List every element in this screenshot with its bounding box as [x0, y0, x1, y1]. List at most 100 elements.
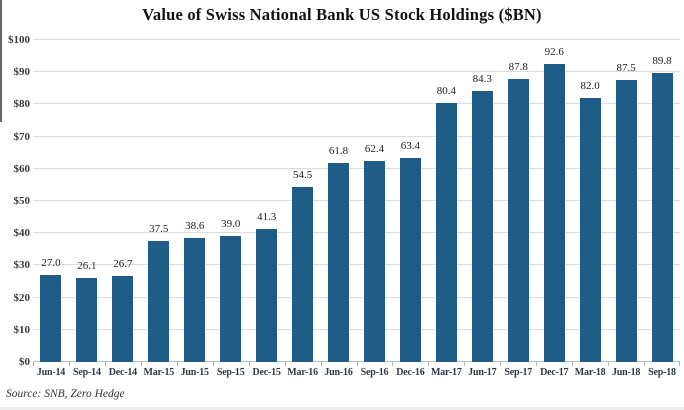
bar-group: 26.1 — [69, 40, 105, 362]
left-edge-artifact — [0, 0, 2, 122]
bottom-edge-artifact — [0, 407, 684, 410]
bar-value-label: 38.6 — [185, 219, 205, 232]
bar — [40, 275, 62, 362]
x-tick-label: Dec-15 — [252, 367, 281, 378]
bar-value-label: 82.0 — [580, 79, 600, 92]
gridline — [33, 296, 680, 298]
bar — [507, 79, 529, 362]
bar-group: 80.4 — [428, 40, 464, 362]
bar — [76, 277, 98, 362]
bar-value-label: 80.4 — [436, 85, 456, 98]
bar — [220, 236, 242, 362]
x-axis-tick — [356, 362, 358, 366]
bar-group: 54.5 — [285, 40, 321, 362]
bar-group: 87.5 — [608, 40, 644, 362]
x-axis-tick — [212, 362, 214, 366]
x-axis-tick — [500, 362, 502, 366]
bar — [112, 276, 134, 362]
gridline — [33, 71, 680, 73]
bar — [328, 163, 350, 362]
bar-value-label: 27.0 — [41, 257, 61, 270]
gridline — [33, 103, 680, 105]
x-axis-tick — [33, 362, 34, 366]
source-note: Source: SNB, Zero Hedge — [6, 388, 125, 400]
y-tick-label: $30 — [13, 259, 31, 272]
x-tick-label: Jun-15 — [180, 367, 209, 378]
bar-value-label: 87.8 — [508, 61, 528, 74]
y-tick-label: $40 — [13, 227, 31, 240]
bar — [363, 161, 385, 362]
y-tick-label: $20 — [13, 291, 31, 304]
bar-value-label: 87.5 — [616, 62, 636, 75]
y-tick-label: $70 — [13, 130, 31, 143]
x-tick-label: Sep-18 — [648, 367, 676, 378]
x-tick-label: Sep-14 — [73, 367, 101, 378]
x-axis-tick — [572, 362, 574, 366]
bar-value-label: 62.4 — [364, 143, 385, 156]
y-tick-label: $100 — [8, 34, 30, 46]
y-tick-label: $10 — [13, 323, 31, 336]
x-axis-tick — [248, 362, 250, 366]
x-tick-label: Sep-16 — [360, 367, 389, 378]
y-tick-label: $50 — [13, 195, 31, 207]
x-tick-label: Dec-14 — [108, 367, 137, 378]
x-axis-tick — [104, 362, 106, 366]
bar — [184, 237, 206, 362]
bar — [435, 103, 457, 362]
y-tick-label: $90 — [13, 66, 31, 79]
x-axis-tick — [644, 362, 646, 366]
bar — [615, 80, 637, 362]
plot-area: 27.0 26.1 26.7 37.5 38.6 39.0 41.3 54.5 61.8 62.4… — [33, 39, 680, 366]
x-axis-tick — [176, 362, 178, 366]
gridline — [33, 200, 680, 201]
bar-group: 39.0 — [213, 40, 249, 362]
bar-value-label: 63.4 — [400, 139, 421, 152]
bar — [399, 157, 421, 362]
x-tick-label: Jun-16 — [324, 367, 353, 378]
bar-value-label: 92.6 — [544, 45, 564, 58]
bar — [292, 186, 314, 362]
x-tick-label: Mar-16 — [287, 367, 318, 378]
bar-value-label: 61.8 — [328, 145, 349, 158]
bar-value-label: 26.1 — [77, 259, 97, 272]
x-axis-tick — [320, 362, 322, 366]
bar — [543, 63, 565, 362]
x-axis-tick — [428, 362, 430, 366]
gridline — [33, 328, 680, 330]
bar — [256, 229, 278, 362]
bar-value-label: 26.7 — [113, 258, 133, 271]
bar-group: 62.4 — [357, 40, 393, 362]
bar-group: 61.8 — [321, 40, 357, 362]
bar-value-label: 84.3 — [472, 72, 492, 85]
bar-group: 27.0 — [33, 40, 69, 362]
x-tick-label: Dec-17 — [540, 367, 569, 378]
gridline — [33, 264, 680, 266]
x-tick-label: Mar-17 — [431, 367, 462, 378]
x-axis-tick — [140, 362, 142, 366]
gridline — [33, 39, 680, 40]
bar-value-label: 41.3 — [257, 211, 277, 224]
bar-value-label: 37.5 — [149, 223, 169, 236]
chart-title: Value of Swiss National Bank US Stock Ho… — [142, 5, 542, 24]
bar-group: 38.6 — [177, 40, 213, 362]
bar-group: 82.0 — [572, 40, 608, 362]
y-tick-label: $80 — [13, 98, 31, 111]
x-axis-tick — [536, 362, 538, 366]
bar-value-label: 89.8 — [652, 54, 672, 67]
bar-group: 26.7 — [105, 40, 141, 362]
bar — [148, 241, 170, 362]
bar-group: 87.8 — [500, 40, 536, 362]
x-axis-tick — [284, 362, 286, 366]
bar-group: 84.3 — [464, 40, 500, 362]
x-tick-label: Jun-17 — [468, 367, 497, 378]
x-tick-label: Dec-16 — [396, 367, 425, 378]
bar-group: 37.5 — [141, 40, 177, 362]
bar-value-label: 54.5 — [292, 168, 313, 181]
y-axis: $0 $10 $20 $30 $40 $50 $60 $70 $80 $90 $100 — [0, 34, 31, 368]
bar-group: 89.8 — [644, 40, 680, 362]
bar-group: 92.6 — [536, 40, 572, 362]
bar-value-label: 39.0 — [221, 218, 241, 231]
x-axis-tick — [68, 362, 70, 366]
bar-group: 63.4 — [392, 40, 428, 362]
